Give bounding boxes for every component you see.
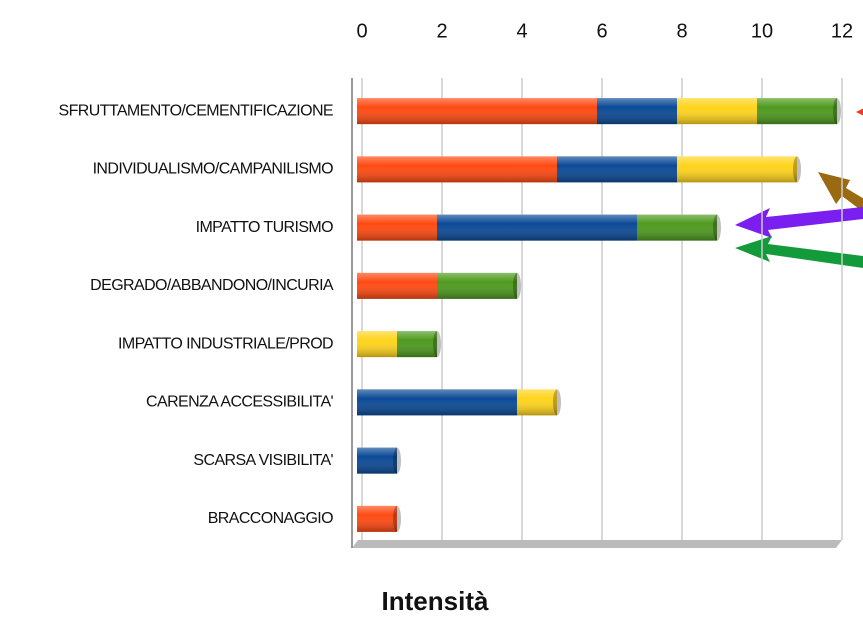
- arrow: [818, 172, 863, 212]
- arrow: [735, 236, 863, 268]
- arrow: [856, 108, 863, 116]
- bar-cap: [793, 156, 801, 183]
- bar-shade: [677, 98, 757, 125]
- bar-shade: [557, 156, 677, 183]
- bar-cap: [833, 98, 841, 125]
- bar-cap: [713, 214, 721, 241]
- y-tick-label: CARENZA ACCESSIBILITA': [146, 394, 333, 411]
- y-tick-label: BRACCONAGGIO: [208, 510, 333, 527]
- x-tick-label: 12: [831, 20, 853, 42]
- x-axis-label: Intensità: [382, 586, 489, 616]
- bar-shade: [357, 505, 397, 532]
- bar-shade: [357, 331, 397, 358]
- y-tick-label: IMPATTO TURISMO: [196, 219, 334, 236]
- bar-shade: [357, 389, 517, 416]
- bar-shade: [597, 98, 677, 125]
- bar-shade: [357, 214, 437, 241]
- bar-cap: [553, 389, 561, 416]
- arrows: [735, 108, 863, 268]
- bar-shade: [357, 447, 397, 474]
- x-tick-label: 0: [356, 20, 367, 42]
- bar-shade: [397, 331, 437, 358]
- x-tick-label: 6: [596, 20, 607, 42]
- floor: [352, 540, 842, 548]
- bar-shade: [677, 156, 797, 183]
- y-tick-label: SFRUTTAMENTO/CEMENTIFICAZIONE: [59, 102, 333, 119]
- bar-shade: [357, 272, 437, 299]
- x-tick-label: 2: [436, 20, 447, 42]
- bar-shade: [757, 98, 837, 125]
- bar-shade: [637, 214, 717, 241]
- bar-shade: [437, 272, 517, 299]
- bar-cap: [393, 505, 401, 532]
- x-tick-label: 4: [516, 20, 527, 42]
- y-tick-label: SCARSA VISIBILITA': [193, 452, 333, 469]
- x-tick-label: 8: [676, 20, 687, 42]
- bar-shade: [437, 214, 637, 241]
- bar-cap: [433, 331, 441, 358]
- bar-cap: [513, 272, 521, 299]
- y-tick-label: IMPATTO INDUSTRIALE/PROD: [118, 335, 333, 352]
- arrow: [735, 207, 863, 238]
- y-tick-label: INDIVIDUALISMO/CAMPANILISMO: [93, 161, 334, 178]
- y-tick-label: DEGRADO/ABBANDONO/INCURIA: [90, 277, 334, 294]
- bar-shade: [357, 98, 597, 125]
- bar-shade: [517, 389, 557, 416]
- bar-cap: [393, 447, 401, 474]
- bar-shade: [357, 156, 557, 183]
- x-tick-label: 10: [751, 20, 773, 42]
